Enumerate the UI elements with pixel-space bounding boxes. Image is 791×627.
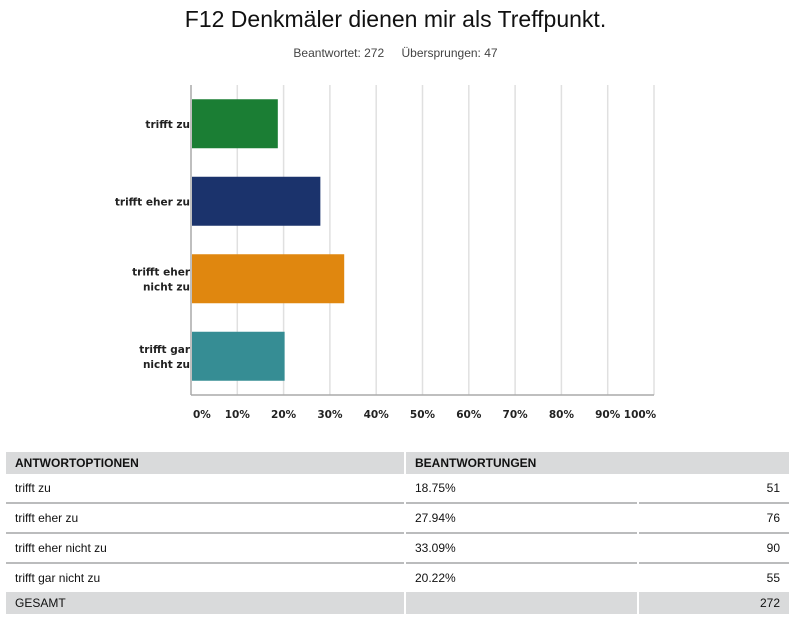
option-label: trifft eher zu bbox=[6, 504, 404, 534]
option-label: trifft gar nicht zu bbox=[15, 571, 101, 585]
header-responses: BEANTWORTUNGEN bbox=[406, 452, 789, 474]
x-tick-label: 100% bbox=[624, 409, 657, 421]
header-options: ANTWORTOPTIONEN bbox=[6, 452, 404, 474]
y-category-label: nicht zu bbox=[143, 359, 190, 371]
total-count: 272 bbox=[639, 592, 789, 614]
x-tick-label: 90% bbox=[595, 409, 621, 421]
x-tick-label: 70% bbox=[503, 409, 529, 421]
bar bbox=[192, 99, 278, 149]
option-count: 55 bbox=[766, 571, 780, 585]
total-row: GESAMT 272 bbox=[6, 592, 789, 614]
total-label: GESAMT bbox=[6, 592, 404, 614]
table-header-row: ANTWORTOPTIONEN BEANTWORTUNGEN bbox=[6, 452, 789, 474]
skipped-count: Übersprungen: 47 bbox=[401, 46, 498, 60]
chart-title: F12 Denkmäler dienen mir als Treffpunkt. bbox=[184, 6, 607, 32]
bar bbox=[192, 331, 285, 381]
table-row: trifft eher zu 27.94% 76 bbox=[6, 504, 789, 534]
total-empty bbox=[406, 592, 638, 614]
y-category-label: trifft zu bbox=[145, 119, 190, 131]
bar-chart: 0% 10% 20% 30% 40% 50% 60% 70% 80% 90% 100% trifft … bbox=[115, 85, 657, 421]
x-tick-label: 80% bbox=[549, 409, 575, 421]
y-category-label: nicht zu bbox=[143, 281, 190, 293]
option-count: 51 bbox=[639, 474, 789, 504]
option-percent: 27.94% bbox=[406, 504, 638, 534]
table-row: trifft zu 18.75% 51 bbox=[6, 474, 789, 504]
bar bbox=[192, 176, 321, 226]
x-tick-label: 30% bbox=[317, 409, 343, 421]
x-tick-label: 40% bbox=[364, 409, 390, 421]
option-percent: 20.22% bbox=[415, 571, 456, 585]
y-category-label: trifft gar bbox=[139, 344, 191, 356]
x-tick-label: 0% bbox=[193, 409, 211, 421]
y-category-label: trifft eher zu bbox=[115, 196, 190, 208]
bar bbox=[192, 254, 345, 304]
option-count: 76 bbox=[639, 504, 789, 534]
option-label: trifft eher nicht zu bbox=[6, 534, 404, 564]
option-percent: 33.09% bbox=[406, 534, 638, 564]
table-row: trifft eher nicht zu 33.09% 90 bbox=[6, 534, 789, 564]
x-tick-label: 20% bbox=[271, 409, 297, 421]
table-row: trifft gar nicht zu 20.22% 55 bbox=[6, 564, 789, 592]
x-tick-label: 10% bbox=[225, 409, 251, 421]
option-count: 90 bbox=[639, 534, 789, 564]
results-table: ANTWORTOPTIONEN BEANTWORTUNGEN trifft zu… bbox=[4, 452, 791, 614]
option-percent: 18.75% bbox=[406, 474, 638, 504]
option-label: trifft zu bbox=[6, 474, 404, 504]
y-category-label: trifft eher bbox=[132, 266, 191, 278]
answered-count: Beantwortet: 272 bbox=[293, 46, 385, 60]
response-stats: Beantwortet: 272 Übersprungen: 47 bbox=[0, 46, 791, 60]
x-tick-label: 50% bbox=[410, 409, 436, 421]
x-tick-label: 60% bbox=[456, 409, 482, 421]
